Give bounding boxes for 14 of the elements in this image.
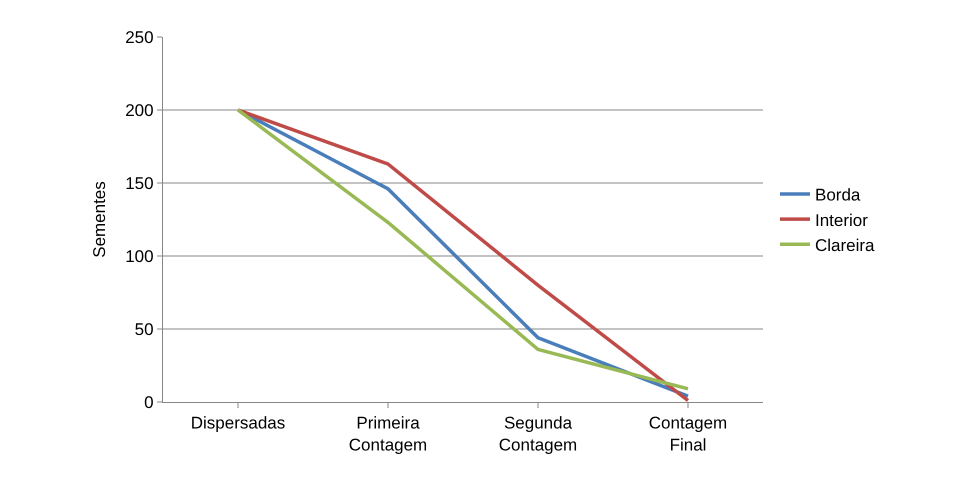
y-tick-label: 250 [125,28,154,47]
y-tick-label: 150 [125,174,154,193]
x-tick-label: Contagem Final [648,413,728,454]
legend-label: Clareira [815,236,876,255]
x-tick-label: Dispersadas [190,413,286,432]
legend-label: Borda [815,186,861,205]
legend-label: Interior [815,210,868,230]
y-tick-label: 50 [134,320,154,339]
y-axis-title: Sementes [90,181,109,258]
y-tick-label: 100 [125,246,154,266]
x-tick-label: Primeira Contagem [348,413,428,454]
x-tick-label: Segunda Contagem [498,413,578,454]
y-tick-label: 0 [144,392,154,412]
y-tick-label: 200 [125,100,154,120]
